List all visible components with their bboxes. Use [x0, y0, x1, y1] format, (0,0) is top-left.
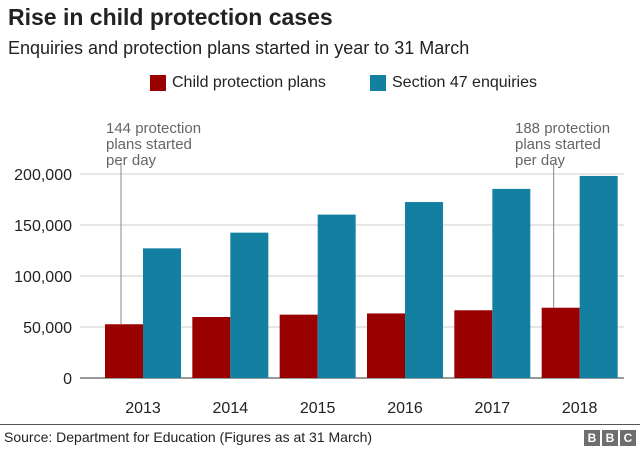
bar-plans	[454, 310, 493, 378]
bar-enquiries	[579, 175, 618, 378]
bar-plans	[541, 307, 580, 378]
source-note: Source: Department for Education (Figure…	[4, 429, 373, 445]
y-tick-label: 50,000	[23, 320, 72, 337]
bbc-logo: B B C	[584, 430, 636, 446]
bar-chart: 0 50,000 100,000 150,000 200,000 2013 2014 2015…	[14, 120, 624, 417]
bar-enquiries	[230, 232, 269, 378]
x-tick-label: 2013	[125, 400, 161, 417]
bar-enquiries	[492, 188, 531, 378]
y-tick-label: 200,000	[14, 167, 72, 184]
footer-divider	[0, 424, 640, 425]
legend-swatch-enquiries	[370, 75, 386, 91]
bbc-logo-letter: C	[620, 430, 636, 446]
x-tick-label: 2017	[475, 400, 511, 417]
bar-plans	[105, 324, 143, 378]
annotation-text: per day	[106, 152, 157, 169]
legend-label-enquiries: Section 47 enquiries	[392, 74, 537, 91]
legend-item-enquiries: Section 47 enquiries	[370, 74, 537, 92]
x-tick-label: 2016	[387, 400, 423, 417]
y-tick-label: 0	[63, 371, 72, 388]
x-tick-label: 2018	[562, 400, 598, 417]
chart-title: Rise in child protection cases	[8, 4, 333, 30]
annotation-text: 144 protection	[106, 120, 201, 137]
bbc-logo-letter: B	[602, 430, 618, 446]
y-tick-label: 150,000	[14, 218, 72, 235]
legend-label-plans: Child protection plans	[172, 74, 326, 91]
bar-plans	[279, 314, 318, 378]
bbc-logo-letter: B	[584, 430, 600, 446]
annotation-text: per day	[515, 152, 566, 169]
legend-item-plans: Child protection plans	[150, 74, 326, 92]
annotation-text: plans started	[106, 136, 192, 153]
bar-enquiries	[317, 214, 356, 378]
annotation-text: plans started	[515, 136, 601, 153]
bar-plans	[192, 317, 231, 378]
bar-enquiries	[143, 248, 181, 378]
bar-plans	[367, 313, 405, 378]
bar-enquiries	[405, 202, 443, 378]
legend-swatch-plans	[150, 75, 166, 91]
annotation-text: 188 protection	[515, 120, 610, 137]
x-tick-label: 2014	[213, 400, 249, 417]
y-tick-label: 100,000	[14, 269, 72, 286]
x-tick-label: 2015	[300, 400, 336, 417]
chart-subtitle: Enquiries and protection plans started i…	[8, 38, 470, 58]
